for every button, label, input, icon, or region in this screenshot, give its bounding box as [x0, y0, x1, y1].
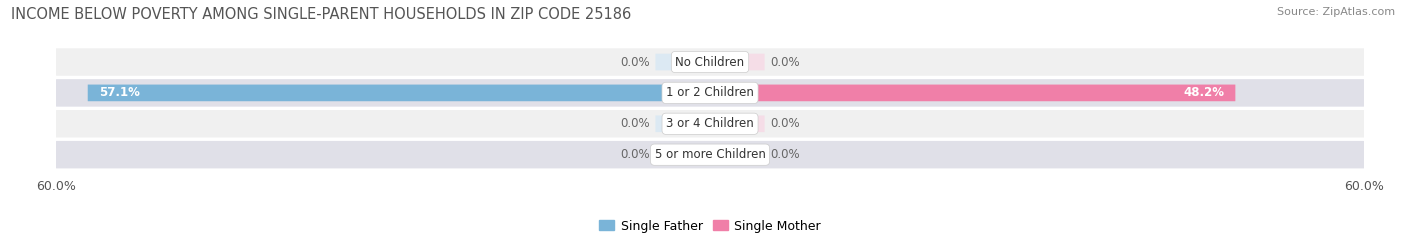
Text: 0.0%: 0.0%: [620, 148, 650, 161]
FancyBboxPatch shape: [655, 54, 710, 70]
FancyBboxPatch shape: [710, 146, 765, 163]
Text: 1 or 2 Children: 1 or 2 Children: [666, 86, 754, 99]
Legend: Single Father, Single Mother: Single Father, Single Mother: [595, 215, 825, 233]
FancyBboxPatch shape: [56, 79, 1364, 107]
Text: 0.0%: 0.0%: [620, 55, 650, 69]
FancyBboxPatch shape: [87, 85, 710, 101]
Text: 0.0%: 0.0%: [770, 148, 800, 161]
FancyBboxPatch shape: [56, 48, 1364, 76]
Text: Source: ZipAtlas.com: Source: ZipAtlas.com: [1277, 7, 1395, 17]
FancyBboxPatch shape: [710, 115, 765, 132]
Text: 3 or 4 Children: 3 or 4 Children: [666, 117, 754, 130]
Text: 0.0%: 0.0%: [770, 55, 800, 69]
Text: 57.1%: 57.1%: [98, 86, 139, 99]
Text: 0.0%: 0.0%: [620, 117, 650, 130]
FancyBboxPatch shape: [56, 110, 1364, 137]
FancyBboxPatch shape: [710, 54, 765, 70]
FancyBboxPatch shape: [710, 85, 1236, 101]
Text: INCOME BELOW POVERTY AMONG SINGLE-PARENT HOUSEHOLDS IN ZIP CODE 25186: INCOME BELOW POVERTY AMONG SINGLE-PARENT…: [11, 7, 631, 22]
Text: 5 or more Children: 5 or more Children: [655, 148, 765, 161]
Text: 0.0%: 0.0%: [770, 117, 800, 130]
FancyBboxPatch shape: [655, 115, 710, 132]
Text: No Children: No Children: [675, 55, 745, 69]
FancyBboxPatch shape: [56, 141, 1364, 168]
FancyBboxPatch shape: [655, 146, 710, 163]
Text: 48.2%: 48.2%: [1184, 86, 1225, 99]
